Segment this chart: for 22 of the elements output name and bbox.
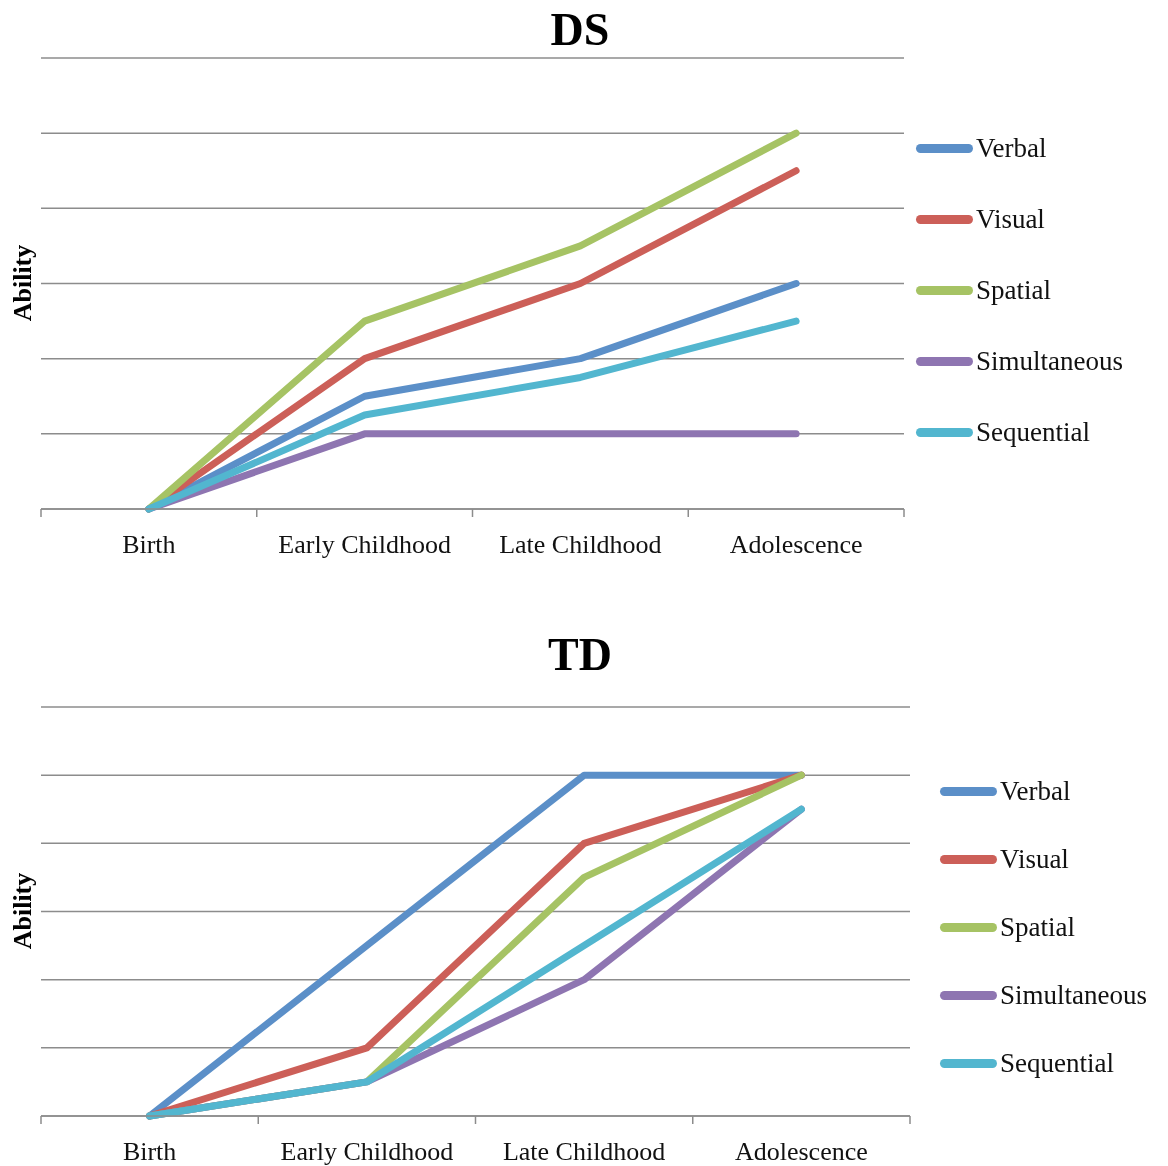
legend-label: Simultaneous [1000, 979, 1147, 1012]
legend-label: Sequential [976, 416, 1090, 449]
x-tick-label: Early Childhood [278, 530, 451, 559]
legend-label: Verbal [976, 132, 1047, 165]
x-tick-label: Early Childhood [280, 1137, 454, 1166]
legend-label: Spatial [976, 274, 1051, 307]
legend-label: Visual [976, 203, 1045, 236]
y-axis-title: Ability [7, 244, 37, 322]
legend-label: Simultaneous [976, 345, 1123, 378]
y-axis-title: Ability [7, 872, 37, 950]
legend-label: Sequential [1000, 1047, 1114, 1080]
x-tick-label: Late Childhood [502, 1137, 666, 1166]
x-tick-label: Birth [122, 1137, 177, 1166]
legend-label: Spatial [1000, 911, 1075, 944]
chart-title: TD [548, 629, 612, 680]
chart-title: DS [550, 4, 610, 55]
legend-label: Verbal [1000, 775, 1071, 808]
legend-label: Visual [1000, 843, 1069, 876]
x-tick-label: Late Childhood [499, 530, 662, 559]
x-tick-label: Adolescence [734, 1137, 868, 1166]
x-tick-label: Birth [122, 530, 176, 559]
x-tick-label: Adolescence [729, 530, 863, 559]
